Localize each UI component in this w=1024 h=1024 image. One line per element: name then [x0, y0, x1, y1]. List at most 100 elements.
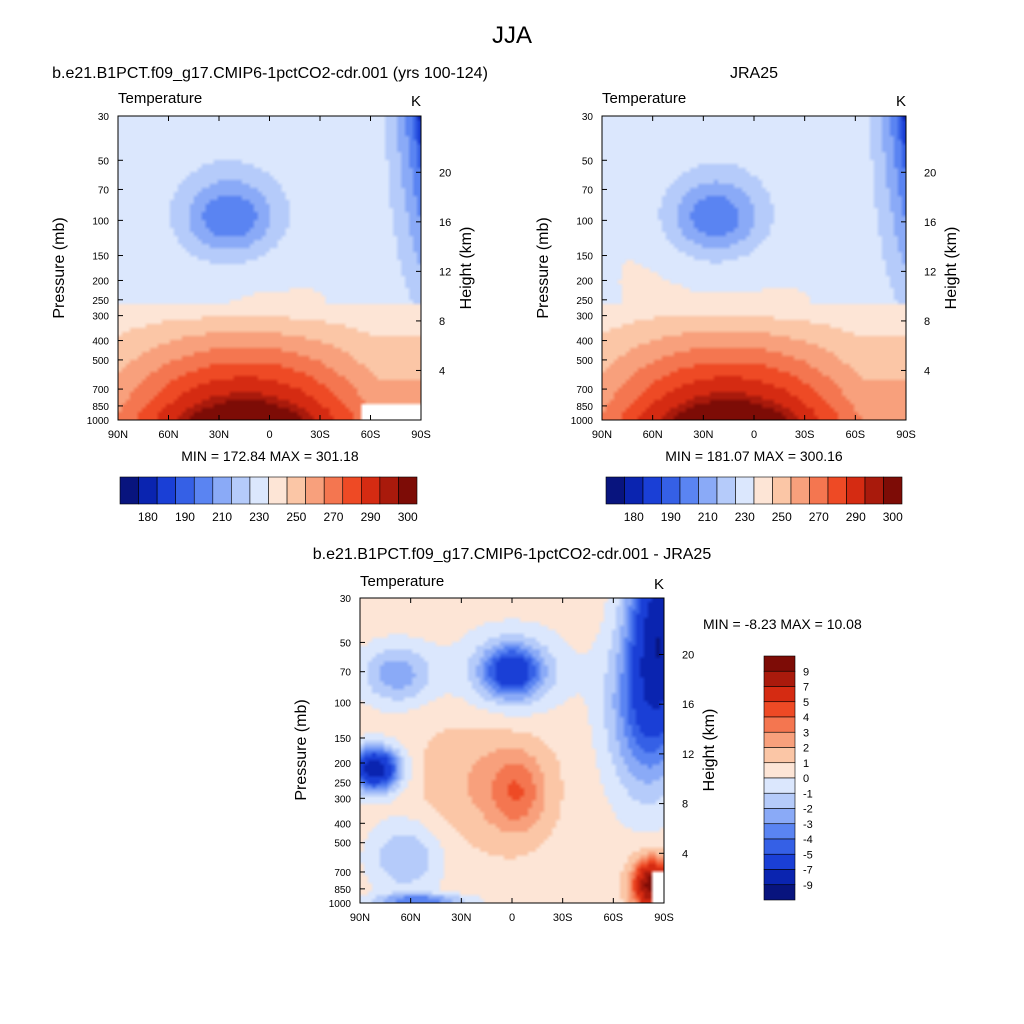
- panel-model-ylabel-right: Height (km): [458, 227, 475, 310]
- diff-colorbar-box: [763, 655, 796, 672]
- obs-colorbar-label: 300: [883, 510, 903, 524]
- obs-y-tick-label: 100: [576, 216, 593, 227]
- model-colorbar-label: 190: [175, 510, 195, 524]
- obs-y-tick-label: 200: [576, 276, 593, 287]
- obs-height-tick-label: 12: [924, 266, 936, 278]
- model-colorbar-box: [323, 476, 344, 505]
- panel-diff-ylabel: Pressure (mb): [293, 699, 310, 800]
- diff-x-tick-label: 60N: [401, 912, 421, 924]
- model-x-tick-label: 30S: [310, 429, 330, 441]
- model-x-tick-label: 30N: [209, 429, 229, 441]
- obs-colorbar-label: 270: [809, 510, 829, 524]
- panel-obs-title: JRA25: [730, 65, 778, 82]
- model-y-tick-label: 250: [92, 296, 109, 307]
- diff-height-tick-label: 8: [682, 799, 688, 811]
- diff-colorbar-box: [763, 777, 796, 794]
- panel-obs-ylabel: Pressure (mb): [535, 217, 552, 318]
- model-colorbar-label: 290: [361, 510, 381, 524]
- diff-y-tick-label: 1000: [329, 899, 352, 910]
- diff-colorbar-box: [763, 701, 796, 718]
- model-y-tick-label: 100: [92, 216, 109, 227]
- model-y-tick-label: 200: [92, 276, 109, 287]
- obs-y-tick-label: 30: [582, 112, 594, 123]
- obs-colorbar-box: [846, 476, 866, 505]
- diff-y-tick-label: 300: [334, 794, 351, 805]
- obs-height-tick-label: 20: [924, 167, 936, 179]
- obs-x-tick-label: 30N: [693, 429, 713, 441]
- model-colorbar-box: [231, 476, 251, 505]
- panel-obs: JRA25 Temperature K 90N 60N 30N 0 30S 60S 90S 3…: [535, 65, 960, 524]
- panel-diff-left-label: Temperature: [360, 573, 444, 590]
- panel-model: b.e21.B1PCT.f09_g17.CMIP6-1pctCO2-cdr.00…: [51, 65, 488, 524]
- obs-y-tick-label: 400: [576, 337, 593, 348]
- diff-colorbar-label: -1: [803, 788, 813, 800]
- model-height-tick-label: 20: [439, 167, 451, 179]
- diff-colorbar-label: -7: [803, 865, 813, 877]
- diff-y-tick-label: 100: [334, 699, 351, 710]
- model-height-tick-label: 4: [439, 365, 445, 377]
- diff-colorbar-label: 0: [803, 773, 809, 785]
- model-colorbar-label: 250: [286, 510, 306, 524]
- model-y-tick-label: 30: [98, 112, 110, 123]
- obs-y-tick-label: 150: [576, 252, 593, 263]
- diff-x-tick-label: 30N: [451, 912, 471, 924]
- model-colorbar-box: [156, 476, 176, 505]
- diff-colorbar-label: -3: [803, 819, 813, 831]
- panel-model-colorbar: 180 190 210 230 250 270 290 300: [119, 476, 418, 524]
- model-colorbar-label: 210: [212, 510, 232, 524]
- obs-colorbar-box: [716, 476, 736, 505]
- model-y-tick-label: 500: [92, 356, 109, 367]
- obs-y-tick-label: 500: [576, 356, 593, 367]
- obs-colorbar-label: 180: [624, 510, 644, 524]
- diff-field: [360, 598, 664, 903]
- panel-model-stats: MIN = 172.84 MAX = 301.18: [181, 448, 359, 464]
- model-colorbar-box: [361, 476, 381, 505]
- diff-colorbar-label: -9: [803, 880, 813, 892]
- panel-obs-ylabel-right: Height (km): [943, 227, 960, 310]
- obs-colorbar-box: [864, 476, 884, 505]
- model-colorbar-label: 180: [138, 510, 158, 524]
- diff-colorbar-box: [763, 853, 796, 870]
- obs-x-tick-label: 0: [751, 429, 757, 441]
- panel-diff-units-label: K: [654, 576, 664, 593]
- model-x-tick-label: 0: [266, 429, 272, 441]
- diff-y-tick-label: 50: [340, 638, 352, 649]
- model-colorbar-box: [379, 476, 399, 505]
- obs-x-tick-label: 90S: [896, 429, 916, 441]
- obs-field: [602, 116, 906, 420]
- diff-y-tick-label: 400: [334, 819, 351, 830]
- diff-height-tick-label: 12: [682, 749, 694, 761]
- obs-colorbar-box: [605, 476, 625, 505]
- panel-model-plot: 90N 60N 30N 0 30S 60S 90S 30 50 70 100 150 200 250 300…: [87, 112, 452, 441]
- obs-y-tick-label: 300: [576, 312, 593, 323]
- panel-obs-left-label: Temperature: [602, 90, 686, 107]
- diff-y-tick-label: 700: [334, 868, 351, 879]
- obs-colorbar-box: [883, 476, 903, 505]
- obs-colorbar-box: [735, 476, 755, 505]
- panel-model-title: b.e21.B1PCT.f09_g17.CMIP6-1pctCO2-cdr.00…: [52, 65, 488, 82]
- diff-colorbar-label: -2: [803, 804, 813, 816]
- model-colorbar-box: [268, 476, 288, 505]
- diff-height-tick-label: 20: [682, 649, 694, 661]
- diff-colorbar-box: [763, 823, 796, 840]
- model-y-tick-label: 70: [98, 185, 110, 196]
- panel-model-left-label: Temperature: [118, 90, 202, 107]
- panel-diff-plot: 90N 60N 30N 0 30S 60S 90S 30 50 70 100 150 200 250 300…: [329, 594, 695, 924]
- obs-colorbar-box: [827, 476, 847, 505]
- model-height-tick-label: 12: [439, 266, 451, 278]
- obs-height-tick-label: 4: [924, 365, 930, 377]
- diff-colorbar-label: 1: [803, 758, 809, 770]
- diff-x-tick-label: 90S: [654, 912, 674, 924]
- model-y-tick-label: 150: [92, 252, 109, 263]
- diff-x-tick-label: 60S: [604, 912, 624, 924]
- model-colorbar-label: 300: [398, 510, 418, 524]
- obs-colorbar-box: [809, 476, 829, 505]
- obs-colorbar-box: [624, 476, 644, 505]
- model-colorbar-label: 270: [323, 510, 343, 524]
- obs-y-tick-label: 70: [582, 185, 594, 196]
- obs-colorbar-box: [698, 476, 718, 505]
- model-x-tick-label: 90S: [411, 429, 431, 441]
- diff-colorbar-box: [763, 731, 796, 748]
- panel-obs-plot: 90N 60N 30N 0 30S 60S 90S 30 50 70 100 150 200 250 300…: [571, 112, 937, 441]
- diff-x-tick-label: 30S: [553, 912, 573, 924]
